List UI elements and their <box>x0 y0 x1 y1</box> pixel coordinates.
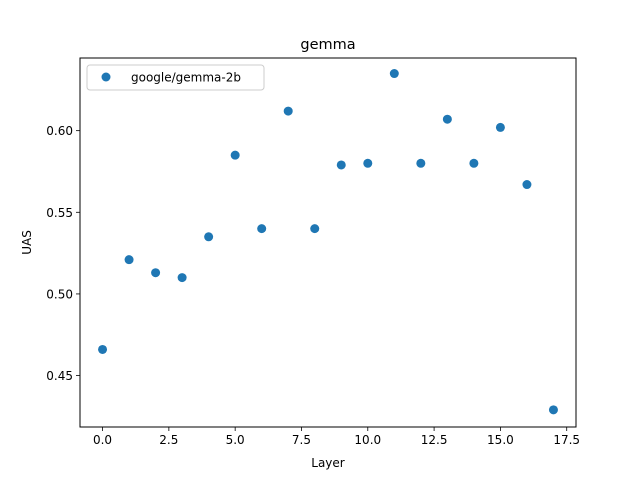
x-tick-label: 7.5 <box>292 433 311 447</box>
plot-frame <box>79 57 577 428</box>
y-axis-label: UAS <box>20 230 34 255</box>
data-point <box>469 158 479 168</box>
y-tick-label: 0.60 <box>46 124 73 138</box>
legend: google/gemma-2b <box>86 64 265 91</box>
data-point <box>151 268 161 278</box>
y-tick-label: 0.45 <box>46 369 73 383</box>
y-tick-label: 0.55 <box>46 206 73 220</box>
data-point <box>548 405 558 415</box>
data-point <box>98 344 108 354</box>
legend-box <box>86 64 265 91</box>
x-tick-label: 2.5 <box>159 433 178 447</box>
y-tick-label: 0.50 <box>46 287 73 301</box>
data-point <box>257 224 267 234</box>
data-points <box>98 69 558 415</box>
data-point <box>177 273 187 283</box>
x-tick-label: 10.0 <box>354 433 381 447</box>
data-point <box>204 232 214 242</box>
x-tick-label: 5.0 <box>226 433 245 447</box>
data-point <box>495 122 505 132</box>
x-tick-label: 12.5 <box>421 433 448 447</box>
data-point <box>336 160 346 170</box>
legend-label: google/gemma-2b <box>131 71 241 85</box>
legend-marker <box>101 72 111 82</box>
x-axis-label: Layer <box>311 456 345 470</box>
axis-ticks: 0.0 2.5 5.0 7.5 10.0 12.5 15.0 17.5 0.45 0.50 0.55… <box>46 124 580 447</box>
data-point <box>416 158 426 168</box>
data-point <box>442 114 452 124</box>
data-point <box>522 180 532 190</box>
chart-title: gemma <box>300 37 355 53</box>
x-tick-label: 0.0 <box>93 433 112 447</box>
x-tick-label: 17.5 <box>553 433 580 447</box>
data-point <box>310 224 320 234</box>
data-point <box>283 106 293 116</box>
x-tick-label: 15.0 <box>487 433 514 447</box>
data-point <box>230 150 240 160</box>
data-point <box>389 69 399 79</box>
data-point <box>363 158 373 168</box>
data-point <box>124 255 134 265</box>
